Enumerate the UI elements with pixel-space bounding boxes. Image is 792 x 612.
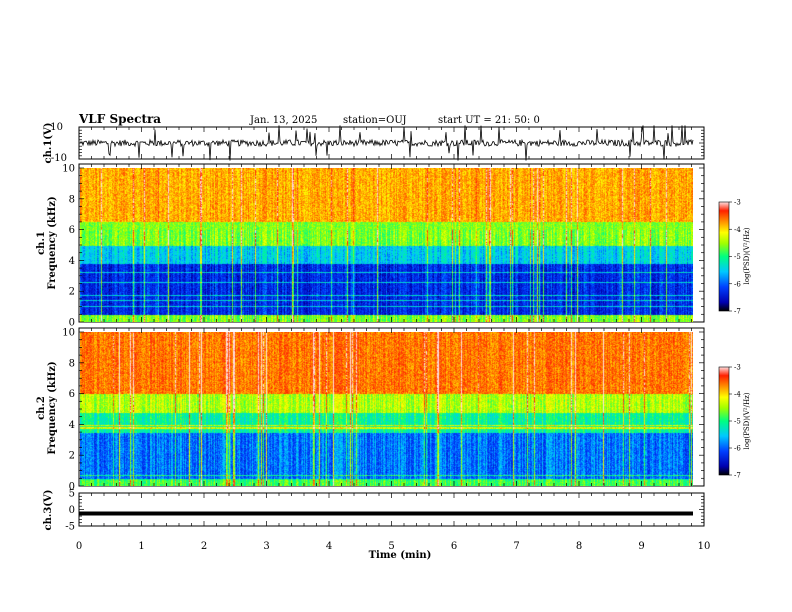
y-tick-label: 0 (69, 482, 75, 493)
x-tick-label: 1 (138, 541, 144, 552)
colorbar-tick-label: -6 (734, 445, 741, 453)
ch1-spectrogram-ylabel: Frequency (kHz) (47, 196, 58, 289)
y-tick-label: 8 (69, 194, 75, 205)
ch3-frame (78, 492, 705, 527)
x-tick-label: 9 (638, 541, 644, 552)
time-axis-label: Time (min) (369, 550, 432, 561)
y-tick-label: 10 (62, 328, 75, 339)
colorbar-tick-label: -4 (734, 226, 741, 234)
ch2-spectrogram-image (80, 332, 693, 486)
y-tick-label: 2 (69, 287, 75, 298)
y-tick-label: 8 (69, 358, 75, 369)
figure-title: VLF Spectra (78, 112, 161, 126)
colorbar-tick-label: -3 (734, 364, 741, 372)
ch1-ytick-top: 10 (50, 122, 63, 133)
station-label: station=OUJ (343, 115, 407, 126)
ch1-ytick-bottom: -10 (51, 153, 67, 164)
ch1-colorbar-label: log(PSD)(V²/Hz) (743, 227, 751, 284)
x-tick-label: 2 (201, 541, 207, 552)
ch3-panel: 5 0 -5 ch.3(V) (43, 489, 705, 533)
y-tick-label: 5 (69, 489, 75, 500)
ch1-spectrogram-ylabel-top: ch.1 (36, 231, 47, 255)
ch2-spectrogram-ylabel-top: ch.2 (36, 396, 47, 420)
colorbar-tick-label: -6 (734, 280, 741, 288)
y-tick-label: 6 (69, 225, 75, 236)
time-axis: 0 1 2 3 4 5 6 7 8 9 10 (76, 127, 711, 552)
y-tick-label: 4 (69, 420, 75, 431)
ch1-spectrogram-panel: 0 2 4 6 8 10 ch.1 Frequency (kHz) (36, 163, 705, 329)
colorbar-tick-label: -5 (734, 253, 741, 261)
date-label: Jan. 13, 2025 (249, 115, 317, 126)
y-tick-label: 0 (69, 318, 75, 329)
x-tick-label: 10 (698, 541, 711, 552)
y-tick-label: 6 (69, 389, 75, 400)
ch2-colorbar: -3 -4 -5 -6 -7 log(PSD)(V²/Hz) (718, 364, 751, 480)
x-tick-label: 3 (263, 541, 269, 552)
colorbar-tick-label: -4 (734, 391, 741, 399)
x-tick-label: 0 (76, 541, 82, 552)
ch1-spectrogram-image (80, 168, 693, 322)
y-tick-label: 10 (62, 164, 75, 175)
ch2-spectrogram-ylabel: Frequency (kHz) (47, 361, 58, 454)
start-ut-label: start UT = 21: 50: 0 (438, 115, 540, 126)
ch1-colorbar-bar (718, 201, 730, 312)
x-tick-label: 5 (388, 541, 394, 552)
x-tick-label: 8 (576, 541, 582, 552)
ch3-ylabel: ch.3(V) (43, 489, 54, 530)
ch2-colorbar-bar (718, 366, 730, 476)
y-tick-label: 0 (69, 505, 75, 516)
x-tick-label: 4 (326, 541, 332, 552)
ch1-waveform-ylabel: ch.1(V) (43, 122, 54, 163)
colorbar-tick-label: -7 (734, 472, 741, 480)
colorbar-tick-label: -3 (734, 199, 741, 207)
ch2-colorbar-label: log(PSD)(V²/Hz) (743, 392, 751, 449)
ch2-spectrogram-panel: 0 2 4 6 8 10 ch.2 Frequency (kHz) (36, 327, 705, 493)
ch1-waveform-panel: 10 -10 ch.1(V) (43, 122, 705, 164)
colorbar-tick-label: -7 (734, 308, 741, 316)
ch1-colorbar: -3 -4 -5 -6 -7 log(PSD)(V²/Hz) (718, 199, 751, 316)
y-tick-label: 4 (69, 256, 75, 267)
y-tick-label: 2 (69, 451, 75, 462)
ch1-waveform-line (79, 125, 694, 161)
colorbar-tick-label: -5 (734, 418, 741, 426)
x-tick-label: 7 (513, 541, 519, 552)
x-tick-label: 6 (451, 541, 457, 552)
y-tick-label: -5 (65, 522, 75, 533)
